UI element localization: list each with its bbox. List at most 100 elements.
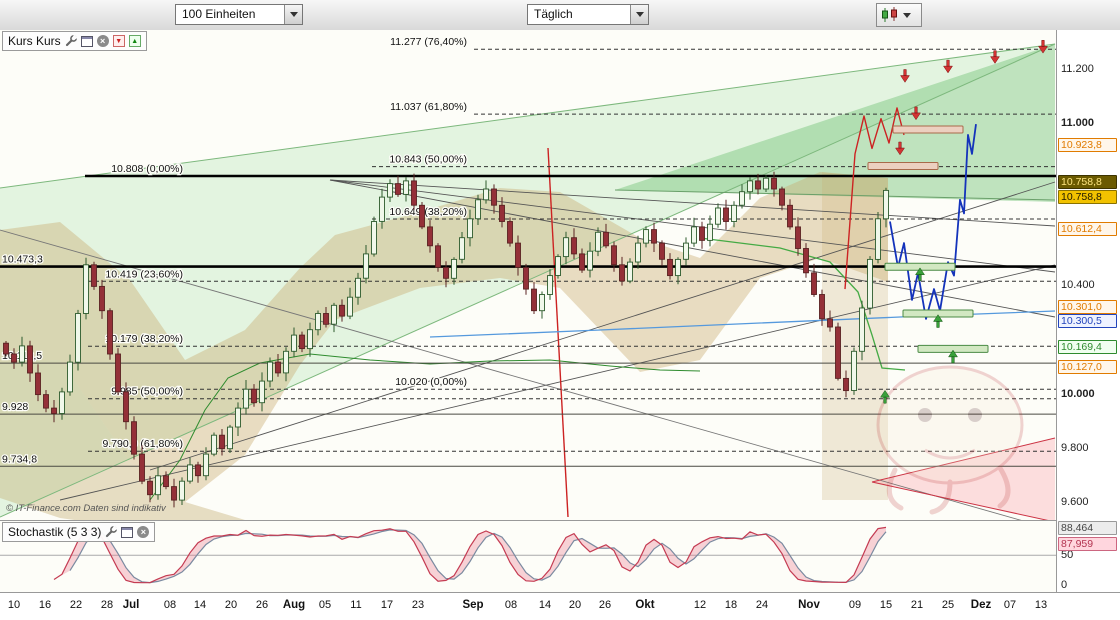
date-axis-label: 14 [193,599,207,611]
date-axis-label: 13 [1034,599,1048,611]
date-axis-label: Jul [122,599,140,611]
price-level-label: 10.179 (38,20%) [105,333,183,345]
trendline[interactable] [329,179,1056,273]
date-axis-label: 08 [163,599,177,611]
date-axis-label: 07 [1003,599,1017,611]
window-icon[interactable] [121,526,134,538]
chevron-down-icon[interactable] [630,5,648,24]
shaded-region [872,438,1055,520]
date-axis-label: Nov [798,599,820,611]
price-axis-tick: 11.200 [1061,63,1094,75]
sell-signal-arrow[interactable] [1038,40,1048,54]
trendline[interactable] [149,181,1056,471]
sell-signal-arrow[interactable] [911,106,921,121]
date-axis-label: Sep [462,599,484,611]
date-axis-label: 08 [504,599,518,611]
price-chart-panel: 11.277 (76,40%) 11.037 (61,80%) 10.843 (50… [0,30,1057,520]
wrench-icon[interactable] [105,526,118,538]
date-axis-label: 21 [910,599,924,611]
price-level-label: 10.843 (50,00%) [389,154,467,166]
date-axis-label: 26 [255,599,269,611]
price-axis-tick: 10.000 [1061,388,1095,400]
price-level-label: 9.928 [2,401,28,413]
price-alert-flag[interactable]: 10.758,8 [1058,190,1117,204]
price-alert-flag[interactable]: 10.169,4 [1058,340,1117,354]
price-axis-tick: 9.800 [1061,442,1089,454]
date-axis-label: 20 [224,599,238,611]
chevron-down-icon[interactable] [284,5,302,24]
sell-signal-arrow[interactable] [990,50,1000,64]
buy-marker-icon[interactable] [128,35,141,47]
buy-signal-arrow[interactable] [915,267,925,281]
shaded-region [335,172,888,372]
price-axis-tick: 11.000 [1061,117,1095,129]
trendline[interactable] [59,264,1056,501]
date-axis-label: 05 [318,599,332,611]
shaded-region [615,44,1055,202]
units-dropdown[interactable]: 100 Einheiten [175,4,303,25]
period-dropdown[interactable]: Täglich [527,4,649,25]
projection-line-red[interactable] [844,107,905,290]
price-level-label: 9.734,8 [2,453,37,465]
trendline[interactable] [547,147,569,518]
candlestick-series [3,171,889,508]
price-panel-header: Kurs Kurs [2,31,147,51]
stochastic-axis[interactable]: 50 0 88,464 87,959 [1057,521,1120,592]
buy-signal-arrow[interactable] [933,314,943,328]
close-icon[interactable] [96,35,109,47]
date-axis-label: 26 [598,599,612,611]
price-level-label: 9.790,9 (61,80%) [102,438,183,450]
date-axis-label: 09 [848,599,862,611]
date-axis-label: 15 [879,599,893,611]
price-axis[interactable]: 11.200 11.000 10.400 10.000 9.800 9.600 10.923… [1057,30,1120,520]
sell-signal-arrow[interactable] [943,59,953,74]
price-alert-flag[interactable]: 10.127,0 [1058,360,1117,374]
order-level-bar[interactable] [867,162,939,170]
window-icon[interactable] [80,35,93,47]
price-level-label: 10.473,3 [2,254,43,266]
stochastic-value-flag: 87,959 [1058,537,1117,551]
price-level-label: 10.649 (38,20%) [389,206,467,218]
trendline[interactable] [871,437,1056,483]
price-level-label: 10.808 (0,00%) [111,163,183,175]
date-axis-label: 12 [693,599,707,611]
trendline[interactable] [614,189,1056,201]
chart-type-button[interactable] [876,3,922,27]
date-axis[interactable]: 10 16 22 28 Jul 08 14 20 26 Aug 05 11 17 23 Sep 08 14 20 2… [0,592,1120,620]
price-alert-flag[interactable]: 10.612,4 [1058,222,1117,236]
price-level-label: 10.020 (0,00%) [395,376,467,388]
moving-average-line [149,353,701,501]
close-icon[interactable] [137,526,150,538]
price-alert-flag[interactable]: 10.923,8 [1058,138,1117,152]
stochastic-panel-title: Stochastik (5 3 3) [8,525,102,539]
period-dropdown-value: Täglich [534,7,573,21]
date-axis-label: 20 [568,599,582,611]
date-axis-label: 25 [941,599,955,611]
stochastic-canvas[interactable] [0,521,1056,592]
sell-marker-icon[interactable] [112,35,125,47]
trendline[interactable] [329,179,1056,227]
trendline[interactable] [329,179,1056,318]
date-axis-label: 22 [69,599,83,611]
date-axis-label: 10 [7,599,21,611]
price-alert-flag[interactable]: 10.301,0 [1058,300,1117,314]
price-level-label: 11.037 (61,80%) [390,101,467,113]
trendline[interactable] [0,43,1056,189]
date-axis-label: 18 [724,599,738,611]
sell-signal-arrow[interactable] [895,141,905,156]
price-alert-flag[interactable]: 10.758,8 [1058,175,1117,189]
buy-signal-arrow[interactable] [948,349,958,364]
trendline[interactable] [871,481,1055,520]
price-chart-canvas[interactable]: 11.277 (76,40%) 11.037 (61,80%) 10.843 (50… [0,30,1056,520]
price-alert-flag[interactable]: 10.300,5 [1058,314,1117,328]
top-toolbar: 100 Einheiten Täglich [0,0,1120,31]
order-level-bar[interactable] [892,125,964,134]
stochastic-d-line [69,529,887,584]
stochastic-axis-tick: 0 [1061,579,1068,591]
buy-signal-arrow[interactable] [880,389,890,404]
wrench-icon[interactable] [65,35,77,47]
date-axis-label: Okt [635,599,655,611]
shaded-region [822,172,888,500]
sell-signal-arrow[interactable] [900,69,910,83]
